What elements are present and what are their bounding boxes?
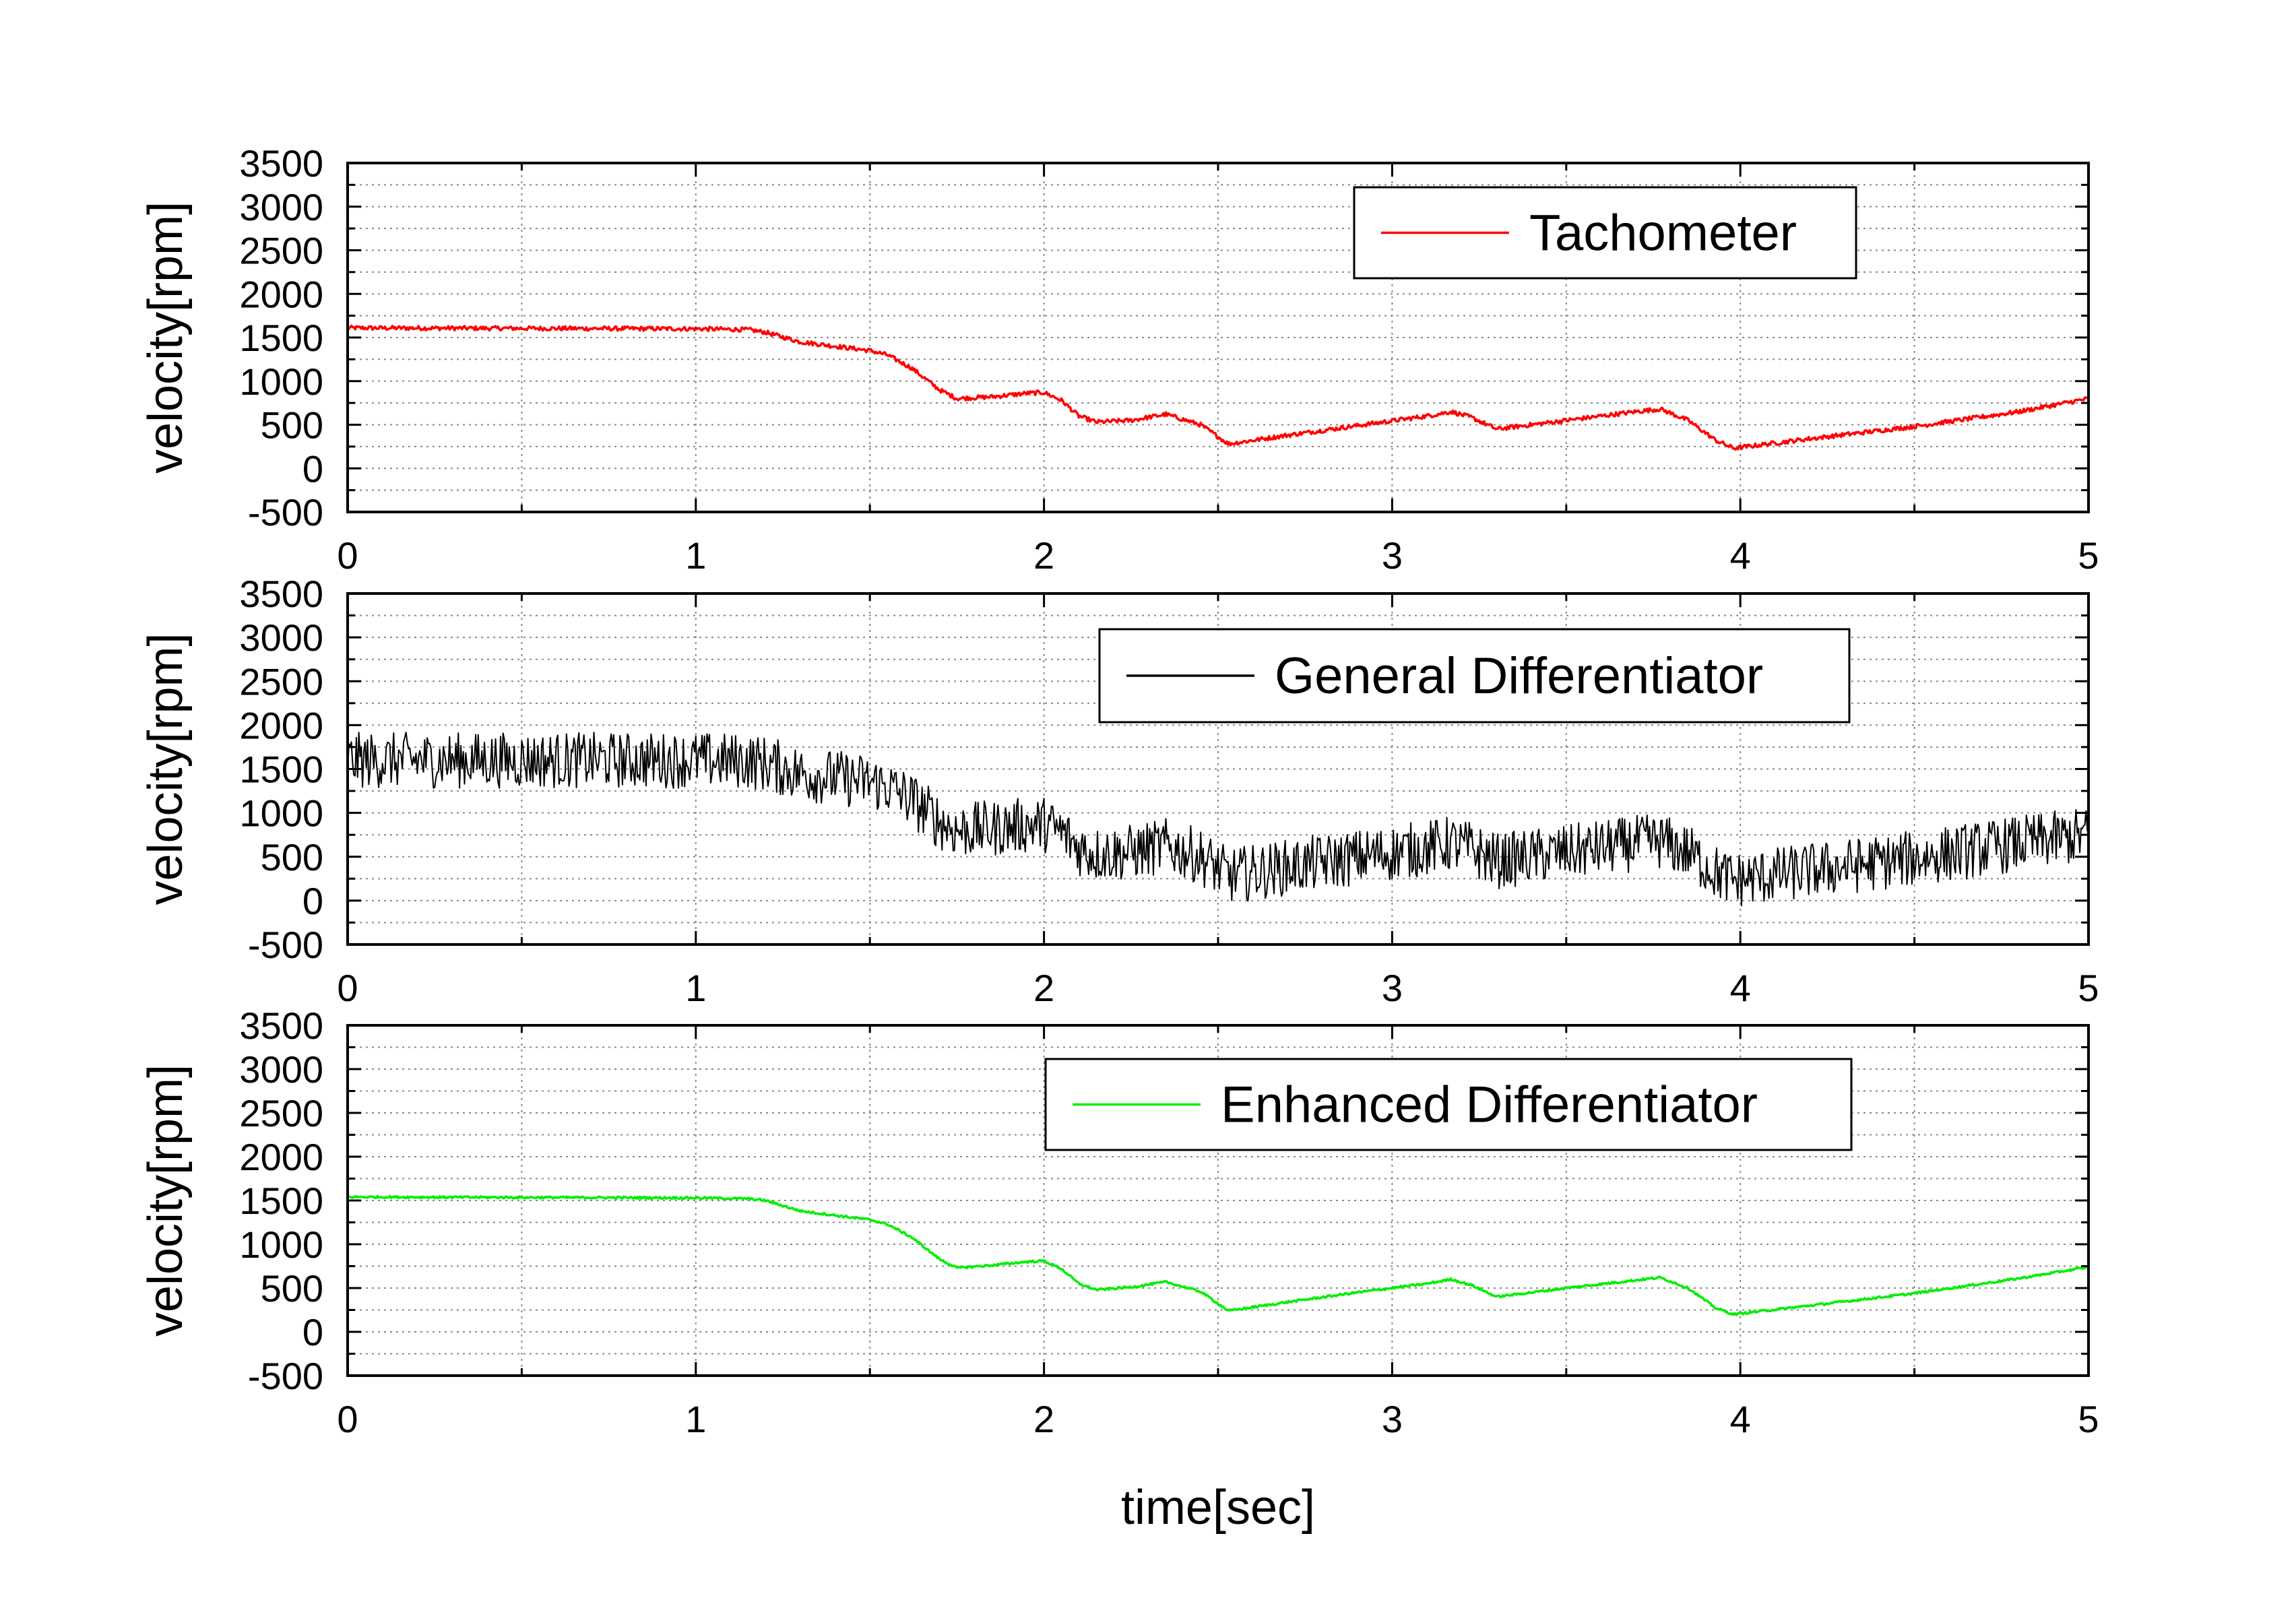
y-tick-label: -500 [248, 924, 323, 966]
y-tick-label: 3500 [239, 1004, 323, 1047]
x-tick-label: 5 [2078, 1398, 2099, 1440]
y-tick-label: 500 [261, 404, 323, 447]
x-tick-label: 0 [337, 534, 358, 577]
x-tick-label: 3 [1382, 534, 1403, 577]
y-tick-label: 2500 [239, 1092, 323, 1134]
x-tick-label: 2 [1033, 534, 1054, 577]
x-tick-label: 3 [1382, 967, 1403, 1009]
legend-label: Tachometer [1529, 205, 1797, 262]
y-tick-label: 1000 [239, 1223, 323, 1266]
y-tick-label: 2000 [239, 273, 323, 315]
y-axis-title: velocity[rpm] [139, 1064, 193, 1337]
series-line-2-1 [348, 732, 2088, 907]
x-tick-label: 1 [685, 1398, 706, 1440]
x-tick-label: 1 [685, 534, 706, 577]
y-tick-label: 1500 [239, 317, 323, 359]
y-tick-label: 3000 [239, 1048, 323, 1091]
y-tick-label: 3000 [239, 186, 323, 228]
y-tick-label: 2000 [239, 704, 323, 746]
y-tick-label: 1500 [239, 748, 323, 791]
y-tick-label: 500 [261, 1267, 323, 1310]
legend: Enhanced Differentiator [1044, 1058, 1853, 1151]
x-tick-label: 1 [685, 967, 706, 1009]
x-tick-label: 5 [2078, 534, 2099, 577]
y-tick-label: 3500 [239, 573, 323, 615]
y-axis-title: velocity[rpm] [139, 633, 193, 905]
x-tick-label: 5 [2078, 967, 2099, 1009]
y-tick-label: 1500 [239, 1180, 323, 1222]
y-tick-label: 0 [302, 447, 323, 490]
x-tick-label: 0 [337, 967, 358, 1009]
y-tick-label: 2500 [239, 230, 323, 272]
ticks [346, 1024, 2090, 1377]
x-tick-label: 3 [1382, 1398, 1403, 1440]
series-line-3-1 [348, 1194, 2088, 1316]
y-tick-label: -500 [248, 1355, 323, 1397]
ticks [346, 592, 2090, 946]
x-tick-label: 2 [1033, 1398, 1054, 1440]
legend: General Differentiator [1098, 628, 1851, 724]
y-tick-label: 2000 [239, 1136, 323, 1178]
y-axis-title: velocity[rpm] [139, 201, 193, 474]
y-tick-label: 3000 [239, 616, 323, 659]
x-tick-label: 2 [1033, 967, 1054, 1009]
y-tick-label: 0 [302, 880, 323, 922]
x-tick-label: 4 [1730, 534, 1751, 577]
series-line-1-1 [348, 324, 2088, 451]
y-tick-label: 1000 [239, 360, 323, 403]
y-tick-label: 0 [302, 1311, 323, 1353]
y-tick-label: 2500 [239, 660, 323, 703]
y-tick-label: 1000 [239, 792, 323, 835]
grid [348, 1025, 2088, 1376]
x-tick-label: 4 [1730, 1398, 1751, 1440]
x-tick-label: 4 [1730, 967, 1751, 1009]
legend-label: General Differentiator [1275, 647, 1763, 705]
y-tick-label: -500 [248, 491, 323, 534]
legend: Tachometer [1353, 186, 1857, 280]
x-tick-label: 0 [337, 1398, 358, 1440]
x-axis-title: time[sec] [1121, 1481, 1315, 1535]
y-tick-label: 500 [261, 836, 323, 878]
legend-label: Enhanced Differentiator [1221, 1077, 1758, 1134]
ticks [346, 162, 2090, 513]
y-tick-label: 3500 [239, 142, 323, 185]
